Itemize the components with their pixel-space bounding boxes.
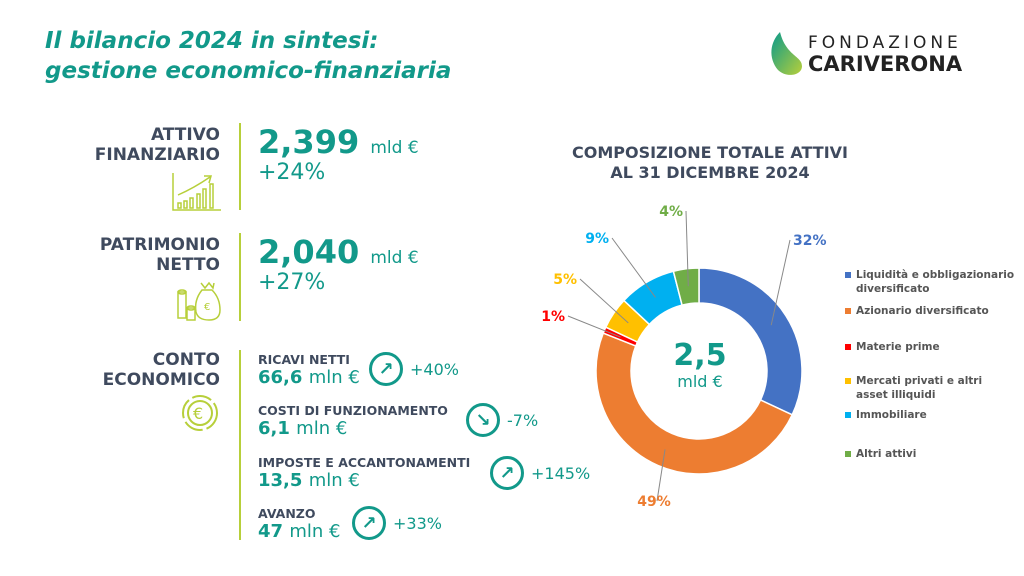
- item-label: COSTI DI FUNZIONAMENTO: [258, 403, 448, 418]
- leader-line: [685, 210, 689, 287]
- title-line-2: gestione economico-finanziaria: [45, 58, 452, 84]
- data-label: 1%: [541, 309, 565, 325]
- arrow-down-right-icon: ↘: [466, 403, 500, 437]
- item-unit: mln €: [289, 521, 341, 542]
- item-number: 6,1: [258, 418, 290, 439]
- item-number: 13,5: [258, 470, 303, 491]
- legend-item: Mercati privati e altri asset illiquidi: [845, 374, 1015, 402]
- donut-center: 2,5 mld €: [600, 338, 800, 392]
- legend-label: Mercati privati e altri asset illiquidi: [856, 375, 983, 401]
- item-value: 13,5 mln €: [258, 470, 470, 491]
- leader-line: [611, 237, 656, 298]
- attivo-value: 2,399 mld €: [258, 125, 419, 165]
- arrow-up-right-icon: ↗: [490, 456, 524, 490]
- patrimonio-label: PATRIMONIO NETTO: [20, 235, 220, 275]
- item-unit: mln €: [308, 367, 360, 388]
- svg-text:€: €: [204, 302, 210, 313]
- donut-slice: [672, 267, 700, 307]
- conto-label-1: CONTO: [152, 350, 220, 370]
- center-value: 2,5: [673, 338, 727, 373]
- legend-swatch: [845, 378, 851, 384]
- center-unit: mld €: [677, 372, 723, 391]
- patrimonio-number: 2,040: [258, 233, 360, 271]
- conto-item: IMPOSTE E ACCANTONAMENTI 13,5 mln €: [258, 455, 470, 491]
- legend-label: Altri attivi: [856, 448, 917, 460]
- item-number: 66,6: [258, 367, 303, 388]
- chart-title-2: AL 31 DICEMBRE 2024: [610, 163, 810, 182]
- conto-item: RICAVI NETTI 66,6 mln €: [258, 352, 360, 388]
- item-value: 47 mln €: [258, 521, 340, 542]
- patrimonio-change: +27%: [258, 270, 326, 295]
- attivo-change: +24%: [258, 160, 326, 185]
- svg-text:€: €: [193, 404, 203, 423]
- data-label: 5%: [553, 272, 577, 288]
- legend-item: Immobiliare: [845, 408, 1015, 422]
- divider: [239, 350, 241, 540]
- divider: [239, 123, 241, 210]
- item-change: +145%: [531, 464, 591, 483]
- legend-label: Immobiliare: [856, 409, 927, 421]
- legend-swatch: [845, 451, 851, 457]
- conto-label: CONTO ECONOMICO: [20, 350, 220, 390]
- item-unit: mln €: [308, 470, 360, 491]
- chart-title: COMPOSIZIONE TOTALE ATTIVI AL 31 DICEMBR…: [520, 143, 900, 183]
- logo-text-1: FONDAZIONE: [808, 32, 962, 53]
- title-line-1: Il bilancio 2024 in sintesi:: [45, 28, 379, 54]
- legend-item: Azionario diversificato: [845, 304, 1015, 318]
- logo-text-2: CARIVERONA: [808, 51, 963, 76]
- item-change: +40%: [410, 360, 459, 379]
- leader-line: [770, 239, 791, 326]
- attivo-label-1: ATTIVO: [150, 125, 220, 145]
- legend-item: Altri attivi: [845, 447, 1015, 461]
- page-title: Il bilancio 2024 in sintesi: gestione ec…: [45, 26, 451, 86]
- conto-item: COSTI DI FUNZIONAMENTO 6,1 mln €: [258, 403, 448, 439]
- legend-swatch: [845, 272, 851, 278]
- legend-label: Materie prime: [856, 341, 940, 353]
- data-label: 9%: [585, 231, 609, 247]
- euro-coin-icon: €: [182, 395, 218, 431]
- legend-item: Liquidità e obbligazionario diversificat…: [845, 268, 1015, 296]
- patrimonio-value: 2,040 mld €: [258, 235, 419, 275]
- conto-item: AVANZO 47 mln €: [258, 506, 340, 542]
- money-bag-icon: €: [177, 281, 221, 321]
- patrimonio-label-1: PATRIMONIO: [99, 235, 220, 255]
- leader-line: [656, 449, 666, 502]
- attivo-number: 2,399: [258, 123, 360, 161]
- legend-label: Liquidità e obbligazionario diversificat…: [856, 269, 1015, 295]
- attivo-label: ATTIVO FINANZIARIO: [20, 125, 220, 165]
- divider: [239, 233, 241, 321]
- item-label: RICAVI NETTI: [258, 352, 350, 367]
- item-change: +33%: [393, 514, 442, 533]
- logo-drop-icon: [771, 32, 802, 75]
- patrimonio-unit: mld €: [370, 248, 419, 268]
- chart-title-1: COMPOSIZIONE TOTALE ATTIVI: [571, 143, 848, 162]
- arrow-up-right-icon: ↗: [369, 352, 403, 386]
- growth-chart-icon: [172, 173, 221, 211]
- leader-line: [579, 278, 629, 324]
- donut-slice: [595, 332, 794, 475]
- arrow-up-right-icon: ↗: [352, 506, 386, 540]
- item-label: IMPOSTE E ACCANTONAMENTI: [258, 455, 471, 470]
- data-label: 4%: [659, 204, 683, 220]
- leader-line: [567, 315, 621, 338]
- data-label: 32%: [793, 233, 827, 249]
- item-value: 66,6 mln €: [258, 367, 360, 388]
- legend-item: Materie prime: [845, 340, 1015, 354]
- conto-label-2: ECONOMICO: [102, 370, 220, 390]
- legend-swatch: [845, 344, 851, 350]
- item-unit: mln €: [296, 418, 348, 439]
- attivo-label-2: FINANZIARIO: [94, 145, 220, 165]
- item-number: 47: [258, 521, 284, 542]
- item-label: AVANZO: [258, 506, 316, 521]
- item-change: -7%: [507, 411, 539, 430]
- legend-swatch: [845, 412, 851, 418]
- logo: FONDAZIONE CARIVERONA: [768, 30, 962, 78]
- attivo-unit: mld €: [370, 138, 419, 158]
- data-label: 49%: [637, 494, 671, 510]
- patrimonio-label-2: NETTO: [156, 255, 220, 275]
- legend-label: Azionario diversificato: [856, 305, 989, 317]
- item-value: 6,1 mln €: [258, 418, 448, 439]
- legend-swatch: [845, 308, 851, 314]
